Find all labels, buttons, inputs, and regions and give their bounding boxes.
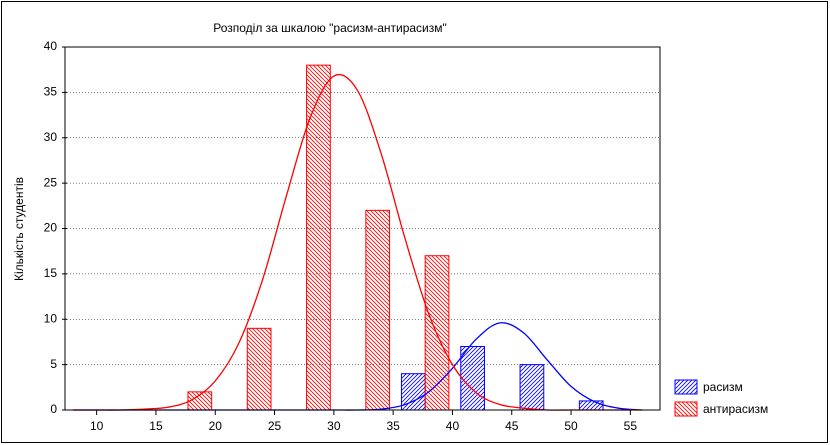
x-tick-label: 15 [149, 419, 163, 433]
bar [365, 209, 391, 411]
y-tick-label: 15 [44, 266, 58, 280]
x-tick-label: 25 [268, 419, 282, 433]
chart-title: Розподіл за шкалою "расизм-антирасизм" [213, 21, 447, 35]
x-tick-label: 45 [505, 419, 519, 433]
bar [246, 327, 272, 411]
y-tick-label: 5 [50, 357, 57, 371]
x-tick-label: 40 [446, 419, 460, 433]
x-tick-label: 30 [327, 419, 341, 433]
plot-border [64, 46, 661, 411]
y-tick-label: 40 [44, 39, 58, 53]
x-tick-label: 20 [209, 419, 223, 433]
legend-label: антирасизм [703, 402, 768, 416]
fit-curve [72, 322, 643, 411]
y-tick-label: 10 [44, 311, 58, 325]
y-axis-label: Кількість студентів [12, 177, 26, 281]
x-tick-label: 10 [90, 419, 104, 433]
x-tick-label: 50 [564, 419, 578, 433]
y-tick-label: 30 [44, 130, 58, 144]
legend-label: расизм [703, 380, 743, 394]
legend-swatch [674, 401, 698, 417]
x-tick-label: 55 [624, 419, 638, 433]
bar [519, 364, 545, 411]
y-tick-label: 35 [44, 85, 58, 99]
y-tick-label: 20 [44, 221, 58, 235]
fit-curve [72, 73, 643, 411]
x-tick-label: 35 [386, 419, 400, 433]
bar [578, 400, 604, 411]
legend-swatch [674, 379, 698, 395]
y-tick-label: 0 [50, 402, 57, 416]
bar [460, 345, 485, 411]
y-tick-label: 25 [44, 175, 58, 189]
